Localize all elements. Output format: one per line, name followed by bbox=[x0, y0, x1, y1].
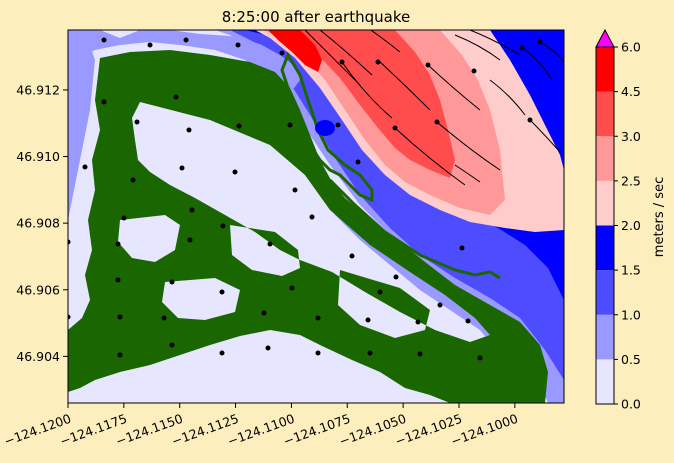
colorbar-segment bbox=[596, 136, 614, 181]
colorbar-tick-label: 2.5 bbox=[621, 173, 641, 188]
x-axis: −124.1200−124.1175−124.1150−124.1125−124… bbox=[2, 403, 520, 449]
colorbar-tick-label: 4.5 bbox=[621, 84, 641, 99]
colorbar-extend-arrow bbox=[595, 28, 615, 48]
y-tick-label: 46.904 bbox=[16, 349, 60, 364]
y-tick-label: 46.912 bbox=[16, 82, 60, 97]
colorbar-segment bbox=[596, 359, 614, 404]
colorbar-segment bbox=[596, 225, 614, 271]
band-4.5-6.0 bbox=[268, 30, 322, 72]
y-tick-label: 46.906 bbox=[16, 282, 60, 297]
plot-area bbox=[68, 30, 564, 403]
colorbar-segment bbox=[596, 314, 614, 360]
velocity-arrows bbox=[304, 30, 564, 186]
y-tick-label: 46.910 bbox=[16, 149, 60, 164]
arrow-dots bbox=[68, 37, 543, 361]
chart-title: 8:25:00 after earthquake bbox=[222, 8, 410, 26]
colorbar-tick-label: 1.5 bbox=[621, 263, 641, 278]
plot-frame bbox=[67, 29, 565, 404]
colorbar-tick-label: 6.0 bbox=[621, 40, 641, 55]
colorbar-tick-label: 0.5 bbox=[621, 352, 641, 367]
channel-blob bbox=[315, 120, 335, 136]
colorbar-segment bbox=[596, 47, 614, 92]
y-tick-label: 46.908 bbox=[16, 216, 60, 231]
colorbar-tick-label: 3.0 bbox=[621, 129, 641, 144]
colorbar-tick-label: 1.0 bbox=[621, 307, 641, 322]
colorbar-segment bbox=[596, 180, 614, 226]
colorbar-tick-label: 2.0 bbox=[621, 218, 641, 233]
bay-fringe-left bbox=[68, 30, 95, 220]
colorbar: 0.0 0.5 1.0 1.5 2.0 2.5 3.0 4.5 6.0 bbox=[595, 28, 641, 412]
colorbar-label: meters / sec bbox=[652, 177, 667, 257]
band-3.0-4.5 bbox=[268, 30, 455, 178]
y-axis: 46.904 46.906 46.908 46.910 46.912 bbox=[16, 82, 68, 364]
land-mass bbox=[68, 50, 548, 403]
colorbar-segment bbox=[596, 91, 614, 137]
inner-channel bbox=[328, 178, 501, 280]
colorbar-segment bbox=[596, 270, 614, 315]
colorbar-tick-label: 0.0 bbox=[621, 397, 641, 412]
